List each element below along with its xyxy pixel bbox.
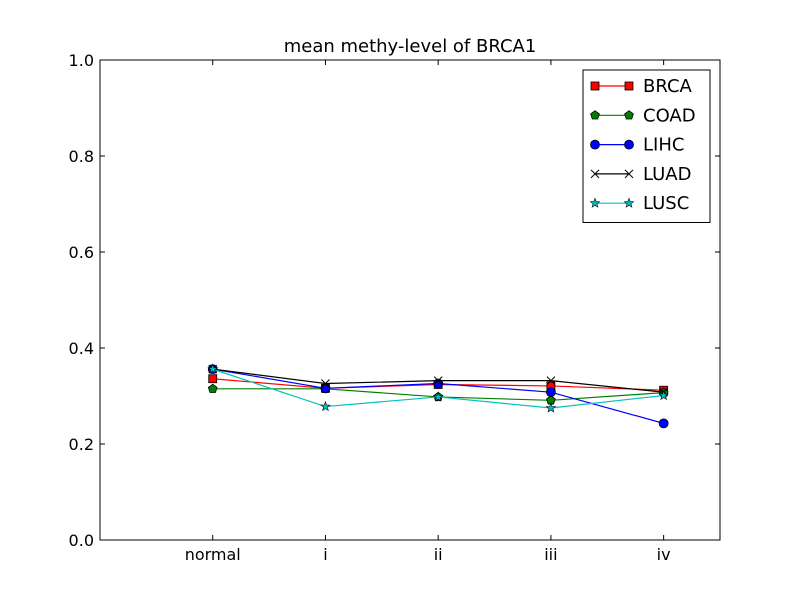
legend-item-lihc: LIHC [590,135,684,156]
legend-marker [589,197,601,208]
data-point-lusc [658,389,670,401]
data-point-coad [207,383,218,393]
data-point-lusc [320,400,331,412]
legend-label: LUSC [643,193,689,214]
y-tick-label: 0.2 [69,435,94,454]
x-marker-stroke [624,169,634,179]
legend-marker [590,139,600,150]
legend-marker [590,110,600,120]
data-point-lusc [545,402,557,413]
plot-frame [99,59,721,541]
data-point-lihc [546,387,556,398]
x-marker-stroke [546,376,556,385]
legend: BRCA COAD LIHC LUAD LUSC [582,69,711,223]
x-tick-label: iii [544,545,557,564]
legend-marker [624,169,634,179]
x-axis: normal i ii iii iv [185,60,671,564]
data-point-luad [321,379,330,388]
x-marker-stroke [590,169,600,179]
legend-frame [582,69,711,223]
y-axis: 0.0 0.2 0.4 0.6 0.8 1.0 [69,51,720,550]
legend-marker [590,169,600,179]
legend-item-lusc: LUSC [589,193,689,214]
y-tick-label: 0.8 [69,147,94,166]
legend-item-luad: LUAD [590,164,691,185]
legend-marker [624,110,634,120]
x-tick-label: ii [434,545,443,564]
data-point-brca [208,374,218,384]
legend-marker [624,139,634,150]
data-point-lusc [432,391,444,402]
legend-label: COAD [643,105,696,126]
legend-marker [623,197,635,208]
y-tick-label: 0.6 [69,243,94,262]
legend-marker [590,81,600,91]
y-tick-label: 0.4 [69,339,94,358]
legend-label: LUAD [643,164,691,185]
x-marker-stroke [433,376,443,385]
legend-item-coad: COAD [590,105,696,126]
y-tick-label: 1.0 [69,51,94,70]
data-point-lihc [320,383,331,394]
x-tick-label: iv [657,545,671,564]
x-tick-label: normal [185,545,241,564]
x-marker-stroke [321,379,330,388]
series-lusc [207,363,670,413]
legend-label: LIHC [643,135,684,156]
data-point-lusc [207,363,219,374]
data-point-luad [433,376,443,385]
legend-marker [624,81,634,91]
series-group [207,363,670,429]
legend-label: BRCA [643,76,693,97]
chart-title: mean methy-level of BRCA1 [284,36,537,57]
x-tick-label: i [323,545,327,564]
legend-item-brca: BRCA [590,76,693,97]
data-point-luad [546,376,556,385]
y-tick-label: 0.0 [69,531,94,550]
plot-area [99,59,721,541]
data-point-lihc [658,418,669,429]
